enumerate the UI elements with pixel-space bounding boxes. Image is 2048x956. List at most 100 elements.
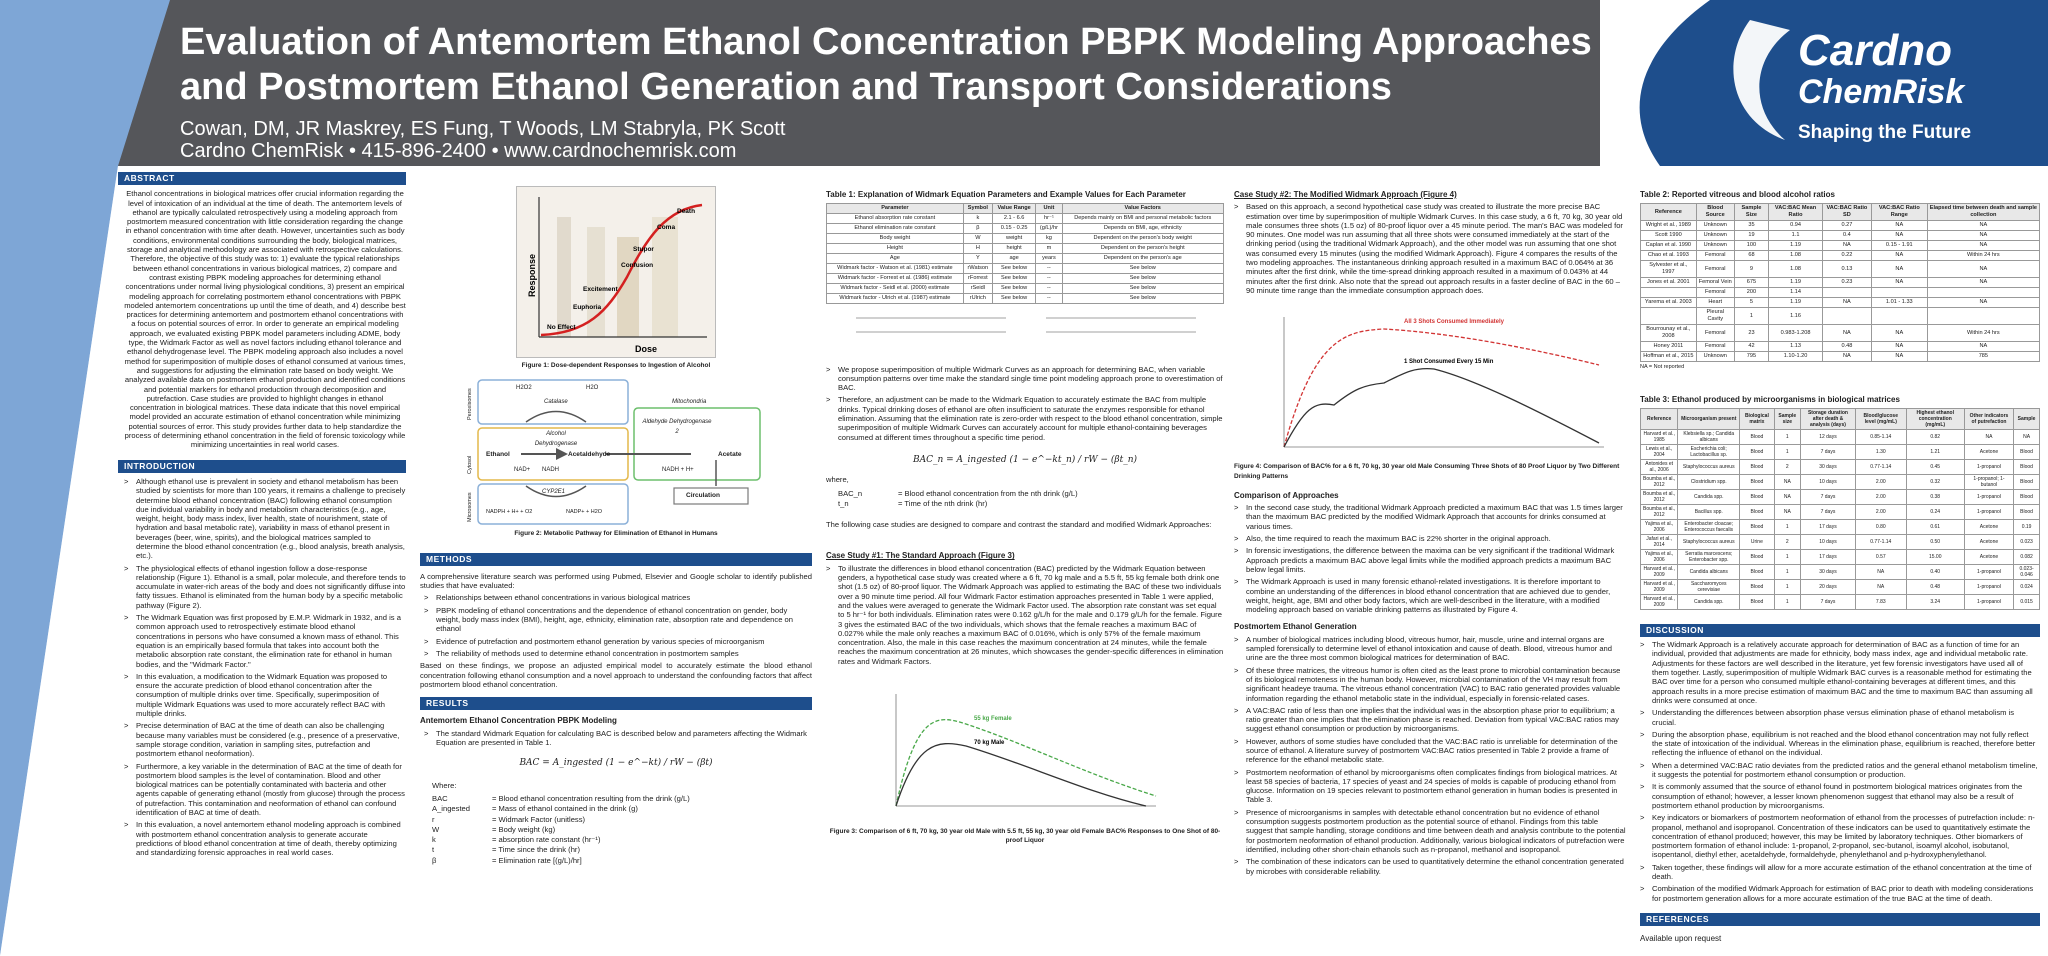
table-cell: Acetone <box>1963 443 2015 460</box>
affiliation-line: Cardno ChemRisk • 415-896-2400 • www.car… <box>180 140 737 162</box>
table-row: Ethanol absorption rate constant k 2.1 - 6… <box>826 213 1224 225</box>
table-cell: Hoffman et al., 2015 <box>1640 351 1697 363</box>
table-row: Widmark factor - Watson et al. (1981) es… <box>826 263 1224 275</box>
molecule-label: NADPH + H+ + O2 <box>486 509 533 516</box>
table-cell: hr⁻¹ <box>1035 213 1063 225</box>
table-cell: NA <box>1821 297 1872 309</box>
table-cell: 1 <box>1773 578 1802 595</box>
definition: = Body weight (kg) <box>492 824 556 834</box>
definition: = Blood ethanol concentration from the n… <box>898 488 1078 498</box>
table-cell: NA <box>1926 341 2041 353</box>
table-cell: -- <box>1035 283 1063 295</box>
comparison-heading: Comparison of Approaches <box>1234 490 1339 500</box>
table-cell <box>1821 287 1872 299</box>
table-cell: 7.83 <box>1854 593 1907 610</box>
left-decorative-stripe <box>0 0 170 956</box>
table-cell: See below <box>1061 283 1224 295</box>
table-cell: Blood <box>1739 518 1775 535</box>
column-header: VAC:BAC Mean Ratio <box>1768 203 1823 222</box>
list-item: To illustrate the differences in blood e… <box>826 564 1224 666</box>
table-cell: 1-propanol <box>1963 563 2015 580</box>
definition: = Widmark Factor (unitless) <box>492 814 586 824</box>
figure-4-chart: All 3 Shots Consumed Immediately 1 Shot … <box>1283 317 1604 448</box>
table-cell: 1.30 <box>1854 443 1907 460</box>
references-heading: REFERENCES <box>1640 912 2040 927</box>
table-row: Pleural Cavity 1 1.16 <box>1640 307 2041 326</box>
table-cell: 0.13 <box>1821 260 1872 279</box>
table-cell: 10 days <box>1800 473 1856 490</box>
table-cell: Unknown <box>1695 230 1735 242</box>
table-cell: years <box>1035 253 1063 265</box>
table-cell: NA <box>1854 563 1907 580</box>
table-cell: Dependent on the person's age <box>1061 253 1224 265</box>
definition: = absorption rate constant (hr⁻¹) <box>492 835 601 845</box>
table-cell: 0.77-1.14 <box>1854 533 1907 550</box>
table-cell: 10 days <box>1800 533 1856 550</box>
table-cell: Dependent on the person's body weight <box>1061 233 1224 245</box>
table-cell: 1-propanol <box>1963 503 2015 520</box>
column-4: Case Study #2: The Modified Widmark Appr… <box>1234 172 1626 876</box>
table-cell: (g/L)/hr <box>1035 223 1063 235</box>
discussion-heading: DISCUSSION <box>1640 623 2040 638</box>
table-cell: See below <box>991 283 1037 295</box>
list-item: Also, the time required to reach the max… <box>1234 534 1626 544</box>
table-cell: Antonides et al., 2006 <box>1639 458 1679 475</box>
column-1: ABSTRACT Ethanol concentrations in biolo… <box>118 172 406 857</box>
series-label: 55 kg Female <box>974 716 1012 722</box>
table-cell <box>1640 307 1697 326</box>
where-label: Where: <box>432 780 457 790</box>
table-cell: Urine <box>1739 533 1775 550</box>
equation-definitions: BAC = Blood ethanol concentration resulti… <box>420 794 812 865</box>
list-item: During the absorption phase, equilibrium… <box>1640 730 2040 758</box>
author-list: Cowan, DM, JR Maskrey, ES Fung, T Woods,… <box>180 118 786 140</box>
table-cell: NA <box>1963 428 2015 445</box>
introduction-list: Although ethanol use is prevalent in soc… <box>118 477 406 858</box>
table-cell: 0.4 <box>1821 230 1872 242</box>
table-cell: age <box>991 253 1037 265</box>
molecule-label: Acetaldehyde <box>568 451 611 459</box>
logo-tagline: Shaping the Future <box>1798 122 1972 143</box>
table-cell: NA <box>1870 260 1928 279</box>
logo-wordmark: Cardno <box>1798 26 1952 75</box>
table-row: Wright et al., 1989 Unknown 35 0.94 0.27 NA NA <box>1640 220 2041 232</box>
table-cell: 0.27 <box>1821 220 1872 232</box>
list-item: Of these three matrices, the vitreous hu… <box>1234 666 1626 703</box>
table-cell: 1.08 <box>1768 260 1823 279</box>
table-cell: Widmark factor - Watson et al. (1981) es… <box>826 263 964 275</box>
column-header: Reference <box>1640 203 1697 222</box>
table-cell: rWatson <box>962 263 993 275</box>
enzyme-label: Aldehyde Dehydrogenase 2 <box>642 419 712 435</box>
table-cell: 0.82 <box>1905 428 1965 445</box>
table-row: Widmark factor - Ulrich et al. (1987) es… <box>826 293 1224 305</box>
table-cell: NA <box>1926 220 2041 232</box>
table-cell: NA <box>1773 503 1802 520</box>
table-row: Harvard et al., 1985 Klebsiella sp.; Cand… <box>1639 428 2040 445</box>
table-cell: See below <box>1061 293 1224 305</box>
abstract-heading: ABSTRACT <box>118 172 406 186</box>
table-row: Antonides et al., 2006 Staphylococcus aur… <box>1639 458 2040 475</box>
table-row: Femoral 200 1.14 <box>1640 287 2041 299</box>
list-item: Key indicators or biomarkers of postmort… <box>1640 813 2040 859</box>
table-cell: 3.24 <box>1905 593 1965 610</box>
table-cell: Y <box>962 253 993 265</box>
column-3: Table 1: Explanation of Widmark Equation… <box>826 172 1224 846</box>
methods-intro: A comprehensive literature search was pe… <box>420 571 812 591</box>
table-cell: Blood <box>1739 503 1775 520</box>
table-cell: See below <box>991 273 1037 285</box>
table-cell: Ethanol elimination rate constant <box>826 223 964 235</box>
table-cell: NA <box>1821 240 1872 252</box>
figure-1-dose-response: Response Dose No Effect Euphoria Excitem… <box>516 186 716 358</box>
table-cell: NA <box>1870 220 1928 232</box>
table-cell: 0.983-1.208 <box>1768 324 1823 343</box>
list-item: PBPK modeling of ethanol concentrations … <box>424 606 812 634</box>
definition: = Time since the drink (hr) <box>492 845 580 855</box>
table-cell: Jones et al. 2001 <box>1640 277 1697 289</box>
methods-closing: Based on these findings, we propose an a… <box>420 661 812 689</box>
table-cell: 0.61 <box>1905 518 1965 535</box>
table-cell: 1 <box>1773 563 1802 580</box>
table-cell: 0.24 <box>1905 503 1965 520</box>
widmark-factor-formulas <box>856 318 1196 333</box>
col3-list: We propose superimposition of multiple W… <box>826 365 1224 442</box>
column-header: Elapsed time between death and sample co… <box>1926 203 2041 222</box>
list-item: Presence of microorganisms in samples wi… <box>1234 808 1626 854</box>
